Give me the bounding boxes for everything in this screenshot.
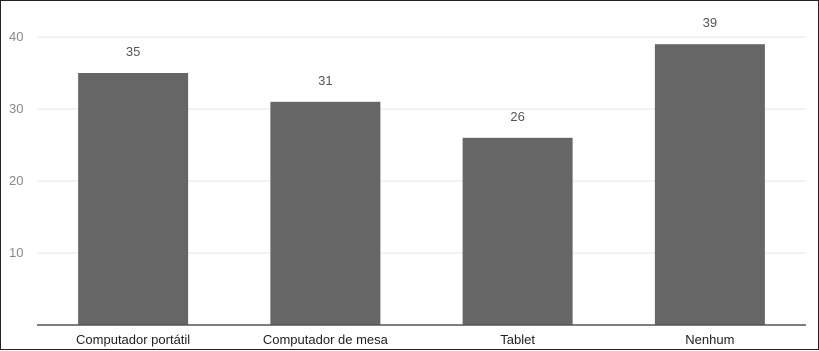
bar: [270, 101, 381, 325]
data-label: 35: [126, 44, 140, 59]
x-tick-label: Tablet: [500, 332, 535, 347]
y-tick-label: 20: [9, 173, 23, 188]
y-tick-label: 30: [9, 101, 23, 116]
bar: [462, 137, 573, 325]
y-tick-label: 40: [9, 29, 23, 44]
x-tick-label: Computador portátil: [76, 332, 190, 347]
bar: [654, 44, 765, 325]
data-label: 26: [510, 109, 524, 124]
x-tick-label: Computador de mesa: [263, 332, 389, 347]
y-tick-label: 10: [9, 245, 23, 260]
data-label: 39: [703, 15, 717, 30]
bar: [78, 73, 189, 325]
data-label: 31: [318, 73, 332, 88]
x-tick-label: Nenhum: [685, 332, 734, 347]
